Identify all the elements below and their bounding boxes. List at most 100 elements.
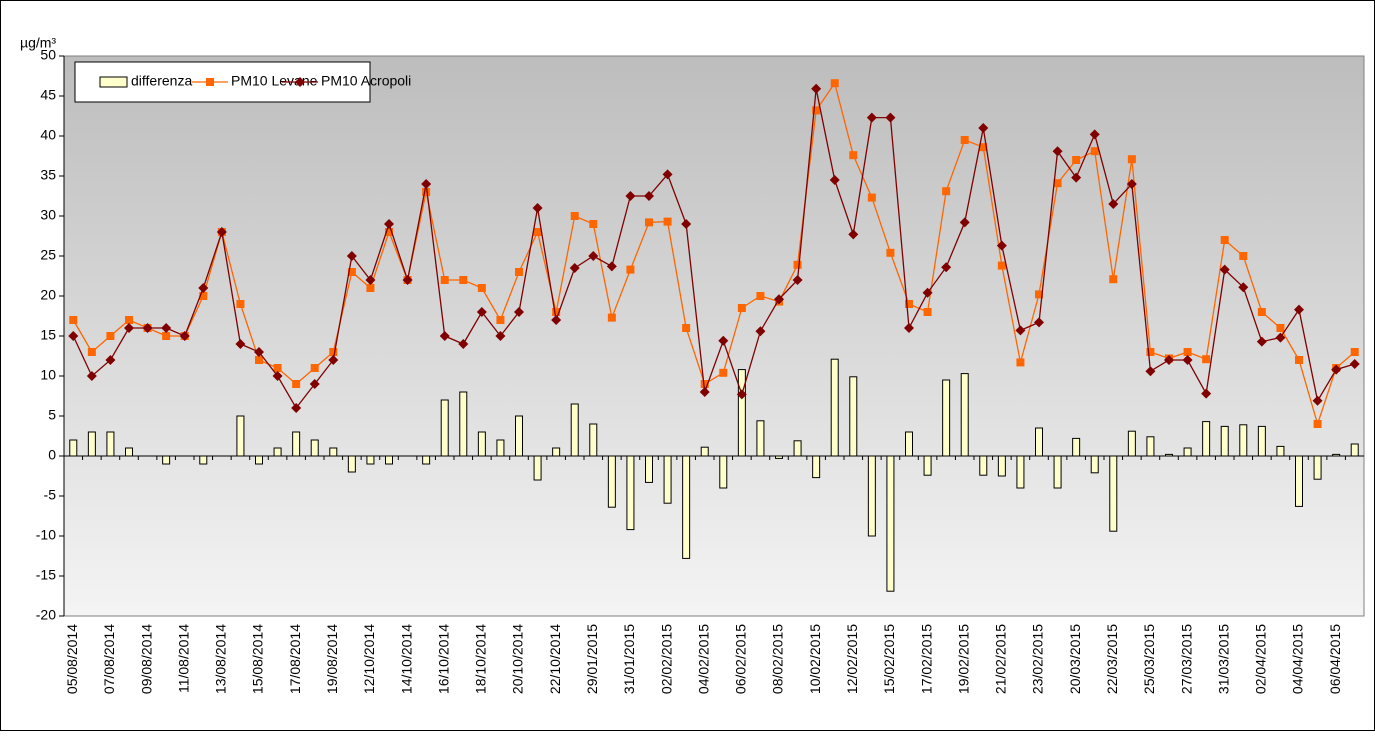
marker <box>942 187 951 196</box>
marker <box>295 77 305 87</box>
bar <box>737 369 746 457</box>
bar <box>366 455 375 465</box>
x-tick-label: 06/04/2015 <box>1327 624 1343 694</box>
x-tick-label: 15/08/2014 <box>250 624 266 694</box>
marker <box>124 323 134 333</box>
x-tick-label: 07/08/2014 <box>101 624 117 694</box>
marker <box>254 347 264 357</box>
marker <box>346 251 357 261</box>
y-tick-label: -20 <box>36 607 56 623</box>
x-tick-label: 08/02/2015 <box>770 624 786 694</box>
x-tick-label: 05/08/2014 <box>64 624 80 694</box>
marker <box>1072 156 1081 164</box>
marker <box>476 307 487 317</box>
marker <box>162 332 171 340</box>
marker <box>645 218 653 227</box>
marker <box>1089 129 1100 140</box>
marker <box>328 355 339 365</box>
marker <box>1219 264 1230 275</box>
marker <box>179 331 190 341</box>
marker <box>1164 355 1174 365</box>
marker <box>812 106 821 115</box>
marker <box>979 143 988 152</box>
y-tick-label: -15 <box>36 567 56 583</box>
marker <box>569 263 580 273</box>
marker <box>1331 364 1342 375</box>
bar <box>292 431 301 457</box>
bar <box>663 455 672 504</box>
bar <box>1127 430 1136 457</box>
marker <box>626 265 635 274</box>
x-tick-label: 25/03/2015 <box>1141 624 1157 694</box>
bar <box>87 431 96 457</box>
marker <box>86 371 97 381</box>
marker <box>886 248 895 257</box>
marker <box>385 228 393 236</box>
bar <box>310 439 319 457</box>
bar <box>867 455 876 537</box>
bar <box>236 415 245 457</box>
bar <box>1276 445 1285 457</box>
marker <box>867 193 876 202</box>
marker <box>1127 155 1136 164</box>
bar <box>682 455 691 559</box>
marker <box>1052 146 1063 157</box>
marker <box>235 339 246 349</box>
x-tick-label: 20/03/2015 <box>1067 624 1083 694</box>
x-tick-label: 04/04/2015 <box>1290 624 1306 694</box>
bar <box>997 455 1006 477</box>
x-tick-label: 31/03/2015 <box>1215 624 1231 694</box>
y-axis-label: µg/m³ <box>20 35 56 51</box>
marker <box>997 261 1006 270</box>
marker <box>347 268 356 276</box>
marker <box>923 308 932 316</box>
marker <box>1256 336 1267 347</box>
bar <box>1072 437 1081 457</box>
bar <box>849 376 858 457</box>
marker <box>532 203 543 213</box>
marker <box>206 78 214 86</box>
legend-label: PM10 Acropoli <box>321 73 411 89</box>
x-tick-label: 16/10/2014 <box>435 624 451 694</box>
bar <box>162 455 171 465</box>
marker <box>1295 356 1303 364</box>
marker <box>1239 252 1248 260</box>
bar <box>347 455 356 473</box>
y-tick-label: 15 <box>40 327 56 343</box>
marker <box>1145 366 1156 377</box>
legend-swatch <box>99 76 128 88</box>
y-tick-label: -5 <box>44 487 57 503</box>
marker <box>105 355 116 365</box>
bar <box>1109 455 1118 532</box>
marker <box>1183 348 1192 356</box>
marker <box>458 339 469 349</box>
bar <box>496 439 505 457</box>
x-tick-label: 13/08/2014 <box>213 624 229 694</box>
bar <box>1295 455 1303 507</box>
x-tick-label: 22/10/2014 <box>547 624 563 694</box>
x-tick-label: 15/02/2015 <box>881 624 897 694</box>
marker <box>811 83 822 94</box>
bar <box>1090 455 1099 474</box>
bar <box>385 455 393 465</box>
marker <box>905 300 913 308</box>
y-tick-label: 25 <box>40 247 56 263</box>
x-tick-label: 18/10/2014 <box>473 624 489 694</box>
bar <box>960 373 969 457</box>
bar <box>923 455 932 476</box>
x-tick-label: 11/08/2014 <box>175 624 191 693</box>
x-tick-label: 21/02/2015 <box>993 624 1009 694</box>
marker <box>922 287 933 298</box>
marker <box>1109 275 1118 284</box>
marker <box>365 275 376 285</box>
x-tick-label: 27/03/2015 <box>1178 624 1194 694</box>
x-tick-label: 02/02/2015 <box>658 624 674 694</box>
y-tick-label: 10 <box>40 367 56 383</box>
line <box>72 88 1355 410</box>
bar <box>700 446 709 457</box>
marker <box>439 331 450 341</box>
bar <box>645 455 653 483</box>
y-tick-label: 0 <box>48 447 56 463</box>
x-tick-label: 19/08/2014 <box>324 624 340 694</box>
bar <box>942 379 951 457</box>
